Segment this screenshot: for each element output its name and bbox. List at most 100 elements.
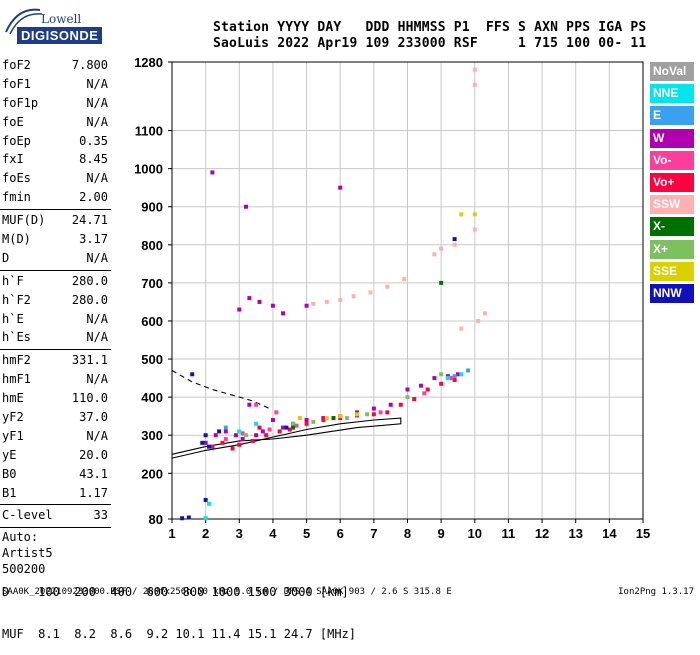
param-row: hmF1 N/A: [0, 370, 112, 389]
plot-frame: [171, 61, 644, 520]
data-point: [287, 427, 292, 432]
data-point: [254, 433, 259, 438]
data-point: [351, 294, 356, 299]
param-row: foF1 N/A: [0, 75, 112, 94]
separator: [0, 504, 111, 506]
param-name: MUF(D): [2, 213, 46, 228]
data-point: [378, 410, 383, 415]
data-point: [371, 412, 376, 417]
data-point: [405, 387, 410, 392]
data-point: [385, 410, 390, 415]
muf-table: D 100 200 400 600 800 1000 1500 3000 [km…: [2, 557, 356, 655]
data-point: [338, 414, 343, 419]
profile-line: [171, 417, 402, 459]
param-name: fmin: [2, 190, 31, 205]
data-point: [398, 402, 403, 407]
param-row: foEs N/A: [0, 169, 112, 188]
data-point: [368, 290, 373, 295]
y-tick-label: 200: [141, 466, 163, 481]
separator: [0, 269, 111, 271]
data-point: [311, 419, 316, 424]
legend-item: Vo+: [650, 172, 694, 192]
data-point: [432, 376, 437, 381]
y-tick-label: 1000: [134, 162, 163, 177]
param-row: hmE 110.0: [0, 389, 112, 408]
data-point: [365, 412, 370, 417]
data-point: [439, 246, 444, 251]
data-point: [402, 277, 407, 282]
x-tick-label: 4: [269, 526, 277, 541]
param-value: 280.0: [71, 273, 108, 288]
data-point: [452, 374, 457, 379]
param-value: 20.0: [79, 447, 108, 462]
param-name: B0: [2, 466, 17, 481]
param-row: foEp 0.35: [0, 132, 112, 151]
y-tick-label: 300: [141, 428, 163, 443]
data-point: [203, 497, 208, 502]
data-point: [281, 425, 286, 430]
data-point: [210, 444, 215, 449]
data-point: [207, 444, 212, 449]
data-point: [324, 299, 329, 304]
param-value: N/A: [86, 250, 108, 265]
data-point: [385, 284, 390, 289]
x-tick-label: 9: [438, 526, 445, 541]
scaled-parameters-panel: foF2 7.800 foF1 N/A foF1p N/A foE N/A foEp 0.35 fx…: [0, 56, 112, 577]
param-name: foF2: [2, 58, 31, 72]
digisonde-logo: Lowell DIGISONDE: [4, 4, 114, 50]
auto-label: Auto:: [2, 530, 39, 545]
data-point: [466, 368, 471, 373]
data-point: [452, 242, 457, 247]
data-point: [270, 303, 275, 308]
data-point: [244, 433, 249, 438]
data-point: [244, 204, 249, 209]
data-point: [230, 446, 235, 451]
data-point: [459, 326, 464, 331]
data-point: [455, 372, 460, 377]
data-point: [472, 82, 477, 87]
data-point: [237, 442, 242, 447]
legend-item: NNE: [650, 84, 694, 104]
header-labels: Station YYYY DAY DDD HHMMSS P1 FFS S AXN…: [213, 20, 647, 35]
param-row: h`Es N/A: [0, 328, 112, 347]
data-point: [445, 376, 450, 381]
param-name: foF1: [2, 76, 31, 91]
param-row: yF1 N/A: [0, 427, 112, 446]
param-value: 43.1: [79, 466, 108, 481]
data-point: [203, 516, 208, 521]
data-point: [260, 429, 265, 434]
y-tick-label: 500: [141, 352, 163, 367]
param-value: N/A: [86, 95, 108, 110]
data-point: [338, 298, 343, 303]
data-point: [284, 425, 289, 430]
param-value: 7.800: [71, 58, 108, 72]
param-value: 33: [93, 508, 108, 523]
data-point: [311, 301, 316, 306]
param-name: yE: [2, 447, 17, 462]
x-tick-label: 12: [535, 526, 549, 541]
param-row: foE N/A: [0, 113, 112, 132]
param-name: foF1p: [2, 95, 39, 110]
y-tick-label: 600: [141, 314, 163, 329]
header-values: SaoLuis 2022 Apr19 109 233000 RSF 1 715 …: [213, 36, 647, 51]
data-point: [247, 296, 252, 301]
param-name: M(D): [2, 232, 31, 247]
data-point: [207, 501, 212, 506]
param-name: foEp: [2, 133, 31, 148]
separator: [0, 527, 111, 529]
data-point: [264, 433, 269, 438]
data-point: [270, 417, 275, 422]
param-row: M(D) 3.17: [0, 230, 112, 249]
data-point: [459, 212, 464, 217]
x-tick-label: 14: [602, 526, 617, 541]
data-point: [405, 395, 410, 400]
y-tick-label: 800: [141, 238, 163, 253]
data-point: [291, 421, 296, 426]
param-value: 1.17: [79, 485, 108, 500]
param-row: B1 1.17: [0, 484, 112, 503]
data-point: [250, 438, 255, 443]
x-tick-label: 15: [636, 526, 650, 541]
data-point: [223, 437, 228, 442]
data-point: [452, 377, 457, 382]
param-row: D N/A: [0, 249, 112, 268]
